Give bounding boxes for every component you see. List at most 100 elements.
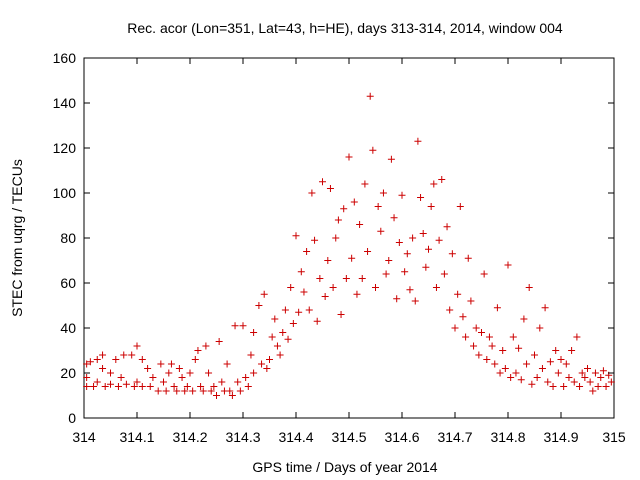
data-point xyxy=(464,254,472,262)
data-point xyxy=(483,356,491,363)
data-point xyxy=(576,383,584,390)
x-tick-label: 314.7 xyxy=(437,429,472,445)
data-point xyxy=(276,351,284,359)
data-point xyxy=(173,387,181,395)
x-tick-label: 314.3 xyxy=(225,429,260,445)
data-point xyxy=(112,356,120,363)
data-point xyxy=(284,335,292,343)
data-point xyxy=(562,360,570,368)
data-point xyxy=(319,178,326,186)
data-point xyxy=(515,344,523,352)
data-point xyxy=(191,356,199,363)
data-point xyxy=(353,290,361,298)
data-point xyxy=(247,351,255,359)
data-point xyxy=(326,185,334,192)
data-point xyxy=(356,221,364,228)
data-point xyxy=(377,227,385,235)
x-axis-label: GPS time / Days of year 2014 xyxy=(252,459,437,475)
data-point xyxy=(316,275,324,282)
data-point xyxy=(382,270,390,278)
data-point xyxy=(295,308,303,316)
y-axis: 0 20 40 60 80 100 120 140 160 xyxy=(53,50,614,426)
data-point xyxy=(488,342,496,350)
data-point xyxy=(199,387,207,395)
y-tick-label: 60 xyxy=(60,275,76,291)
data-point xyxy=(345,153,353,161)
data-point xyxy=(369,146,377,154)
data-point xyxy=(422,263,430,271)
data-point xyxy=(546,358,554,366)
data-point xyxy=(517,376,525,384)
x-tick-label: 315 xyxy=(602,429,626,445)
data-point xyxy=(183,383,191,390)
data-point xyxy=(456,203,464,210)
data-point xyxy=(594,383,602,390)
data-point xyxy=(478,329,485,336)
data-point xyxy=(512,369,520,377)
data-point xyxy=(432,284,440,291)
x-tick-label: 314.9 xyxy=(543,429,578,445)
y-tick-label: 80 xyxy=(60,230,76,246)
y-tick-label: 140 xyxy=(53,95,77,111)
data-point xyxy=(459,313,467,321)
data-point xyxy=(581,374,589,381)
data-point xyxy=(207,387,215,395)
data-point xyxy=(470,342,478,350)
data-point xyxy=(268,333,276,341)
data-point xyxy=(570,378,578,386)
data-point xyxy=(438,176,446,183)
data-point xyxy=(387,155,395,163)
data-point xyxy=(385,257,393,264)
data-point xyxy=(83,383,91,390)
y-tick-label: 160 xyxy=(53,50,77,66)
data-point xyxy=(337,311,345,318)
data-point xyxy=(189,387,197,395)
data-point xyxy=(165,369,173,377)
y-tick-label: 0 xyxy=(68,410,76,426)
data-point xyxy=(443,223,451,231)
data-point xyxy=(599,367,607,375)
data-point xyxy=(435,236,443,244)
data-point xyxy=(507,374,515,381)
data-point xyxy=(602,383,610,390)
data-point xyxy=(130,383,138,390)
data-point xyxy=(480,270,488,278)
data-point xyxy=(541,304,549,312)
y-tick-label: 100 xyxy=(53,185,77,201)
data-point xyxy=(86,358,94,366)
data-point xyxy=(263,365,271,372)
data-point xyxy=(226,387,234,395)
data-point xyxy=(228,392,236,399)
data-point xyxy=(107,369,114,377)
data-point xyxy=(409,234,417,242)
data-point xyxy=(462,333,470,341)
data-point xyxy=(591,369,599,377)
data-point xyxy=(446,306,454,314)
data-point xyxy=(305,306,313,314)
data-point xyxy=(568,347,576,354)
data-point xyxy=(255,302,263,309)
data-point xyxy=(311,236,319,244)
data-point xyxy=(99,351,107,359)
data-point xyxy=(573,333,581,341)
data-point xyxy=(258,360,266,368)
data-point xyxy=(250,329,258,336)
data-point xyxy=(93,378,101,386)
x-tick-label: 314.5 xyxy=(331,429,366,445)
data-point xyxy=(107,380,114,388)
data-point xyxy=(361,180,369,188)
data-point xyxy=(586,378,594,386)
data-point xyxy=(162,387,170,395)
data-point xyxy=(509,333,517,341)
data-point xyxy=(332,234,340,242)
data-point xyxy=(167,360,175,368)
data-point xyxy=(144,365,152,372)
data-points xyxy=(83,92,615,399)
data-point xyxy=(578,369,586,377)
data-point xyxy=(170,383,178,390)
data-point xyxy=(334,216,342,224)
data-point xyxy=(83,374,91,381)
data-point xyxy=(560,383,568,390)
data-point xyxy=(236,387,244,395)
